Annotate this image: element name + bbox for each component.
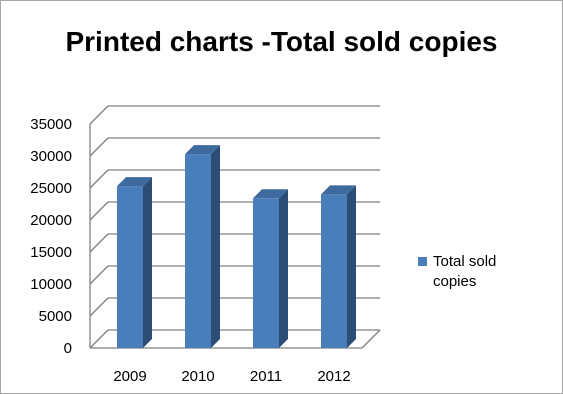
x-tick-label: 2011 (250, 368, 282, 385)
bar-2009 (117, 177, 152, 348)
bar-2012 (321, 185, 356, 348)
legend-label: Total sold copies (433, 253, 497, 290)
y-tick-label: 25000 (30, 180, 72, 197)
y-tick-label: 20000 (30, 212, 72, 229)
x-tick-label: 2009 (113, 368, 146, 385)
y-tick-label: 30000 (30, 148, 72, 165)
floor-edge (361, 329, 381, 349)
x-axis-tick-labels: 2009 2010 2011 2012 (113, 368, 350, 385)
chart-title: Printed charts -Total sold copies (65, 26, 498, 57)
legend: Total sold copies (418, 252, 523, 292)
y-tick-label: 0 (64, 340, 72, 357)
gridline (89, 137, 380, 157)
bars (117, 145, 356, 348)
x-tick-label: 2012 (317, 368, 350, 385)
x-tick-label: 2010 (181, 368, 214, 385)
legend-swatch (418, 257, 427, 266)
y-axis-tick-labels: 0 5000 10000 15000 20000 25000 30000 35000 (30, 116, 72, 357)
bar-2011 (253, 189, 288, 348)
y-tick-label: 5000 (39, 308, 72, 325)
y-tick-label: 15000 (30, 244, 72, 261)
y-tick-label: 35000 (30, 116, 72, 133)
bar-2010 (185, 145, 220, 348)
gridline (89, 105, 380, 125)
gridline (89, 169, 380, 189)
y-tick-label: 10000 (30, 276, 72, 293)
